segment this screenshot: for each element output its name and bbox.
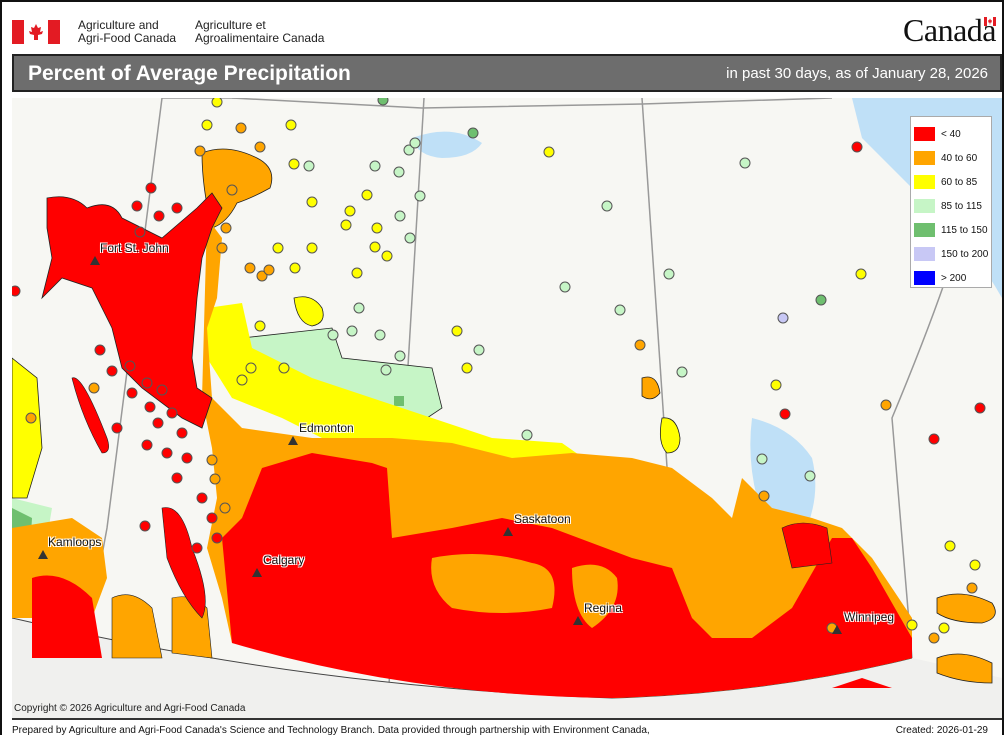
city-label-saskatoon: Saskatoon (514, 512, 571, 526)
legend: < 40 40 to 60 60 to 85 85 to 115 115 to … (910, 116, 992, 288)
city-marker-saskatoon (503, 527, 513, 536)
legend-swatch (914, 247, 935, 261)
title-bar: Percent of Average Precipitation in past… (12, 54, 1002, 92)
city-label-kamloops: Kamloops (48, 535, 102, 549)
city-label-regina: Regina (584, 601, 623, 615)
legend-swatch (914, 151, 935, 165)
legend-item-lt-40: < 40 (911, 122, 991, 146)
city-marker-fort-st-john (90, 256, 100, 265)
copyright-notice: Copyright © 2026 Agriculture and Agri-Fo… (14, 703, 246, 714)
legend-item-40-60: 40 to 60 (911, 146, 991, 170)
legend-swatch (914, 127, 935, 141)
canada-wordmark: Canada (903, 12, 996, 48)
legend-swatch (914, 199, 935, 213)
precipitation-map: Fort St. John Edmonton Kamloops Calgary … (12, 98, 1002, 718)
canada-flag-icon (12, 20, 60, 44)
legend-swatch (914, 271, 935, 285)
legend-item-gt-200: > 200 (911, 266, 991, 290)
legend-item-115-150: 115 to 150 (911, 218, 991, 242)
footer-created-date: Created: 2026-01-29 (895, 725, 988, 735)
footer-divider (12, 718, 1002, 720)
city-marker-edmonton (288, 436, 298, 445)
legend-item-60-85: 60 to 85 (911, 170, 991, 194)
wordmark-flag-icon (984, 17, 996, 26)
map-subtitle: in past 30 days, as of January 28, 2026 (726, 65, 988, 82)
legend-item-150-200: 150 to 200 (911, 242, 991, 266)
city-marker-regina (573, 616, 583, 625)
city-label-fort-st-john: Fort St. John (100, 241, 169, 255)
city-marker-kamloops (38, 550, 48, 559)
legend-swatch (914, 175, 935, 189)
city-label-winnipeg: Winnipeg (844, 610, 895, 624)
legend-swatch (914, 223, 935, 237)
city-marker-winnipeg (832, 625, 842, 634)
department-name-french: Agriculture et Agroalimentaire Canada (195, 18, 325, 45)
footer-prepared-by: Prepared by Agriculture and Agri-Food Ca… (12, 725, 650, 735)
department-name-english: Agriculture and Agri-Food Canada (78, 18, 177, 45)
legend-item-85-115: 85 to 115 (911, 194, 991, 218)
city-label-edmonton: Edmonton (299, 421, 354, 435)
city-marker-calgary (252, 568, 262, 577)
header: Agriculture and Agri-Food Canada Agricul… (2, 2, 1002, 52)
station-dots (12, 98, 986, 644)
city-label-calgary: Calgary (263, 553, 305, 567)
map-title: Percent of Average Precipitation (28, 62, 351, 85)
map-canvas (12, 98, 1002, 718)
